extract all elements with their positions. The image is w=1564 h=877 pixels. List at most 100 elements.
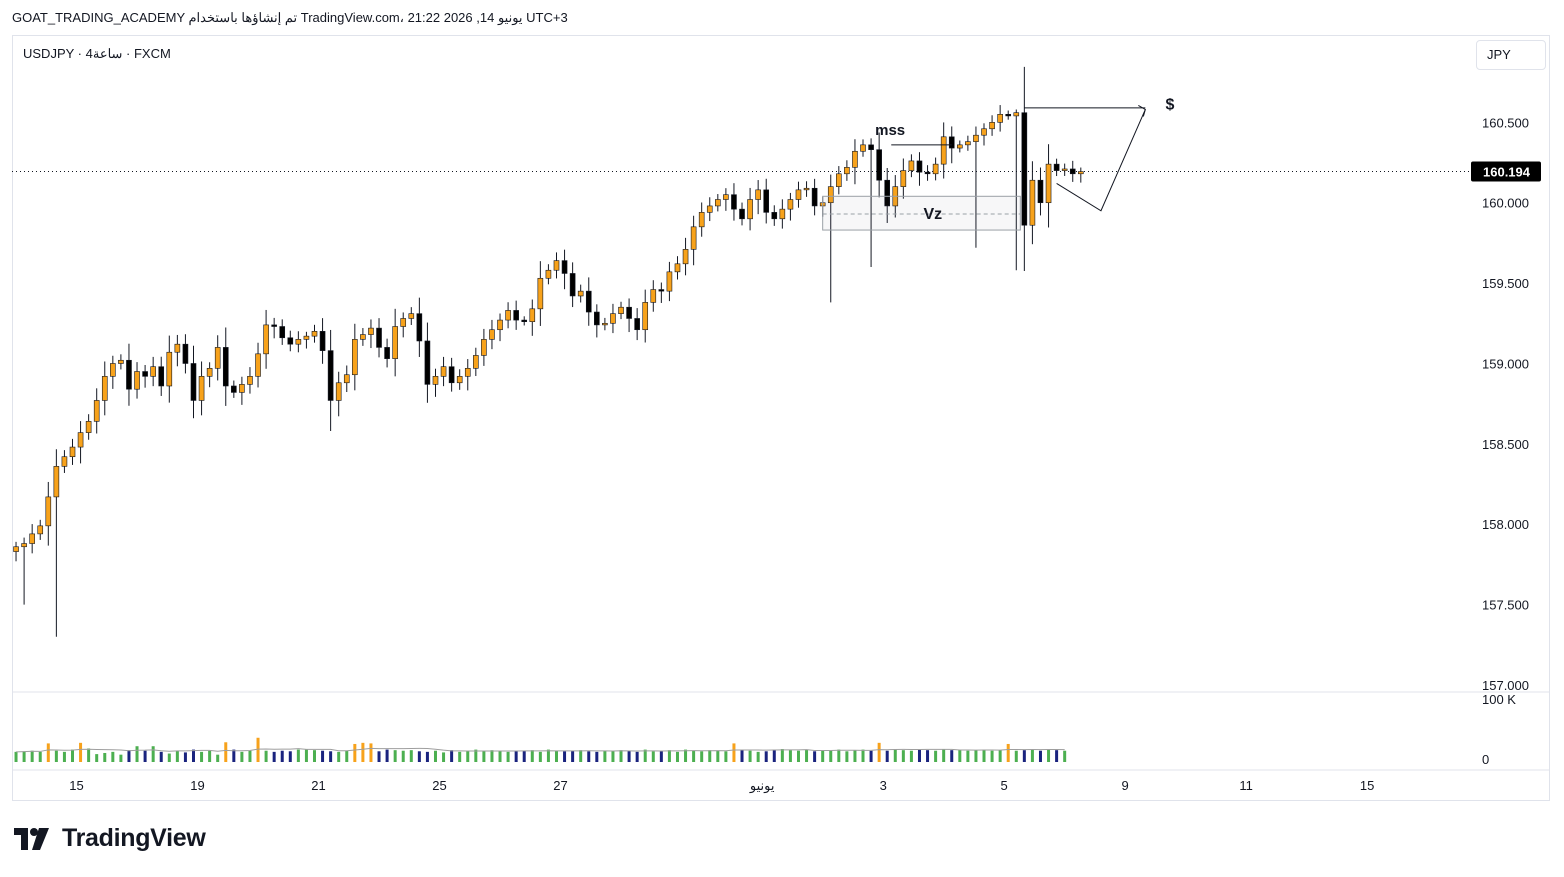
volume-bar xyxy=(909,750,913,762)
volume-bar xyxy=(417,751,421,762)
tradingview-logo-text: TradingView xyxy=(62,824,206,852)
volume-bar xyxy=(248,750,252,762)
candle-body xyxy=(231,385,237,393)
projection-path[interactable] xyxy=(1056,109,1146,212)
volume-bar xyxy=(563,751,567,762)
candle-body xyxy=(924,171,931,175)
candle-body xyxy=(352,339,358,376)
volume-bar xyxy=(425,751,429,762)
volume-bar xyxy=(345,750,349,762)
volume-axis-bottom-label: 0 xyxy=(1482,752,1489,767)
time-tick-label: 11 xyxy=(1239,778,1253,793)
time-axis[interactable]: 15 19 21 25 27 يونيو 3 5 9 11 15 xyxy=(69,778,1374,794)
volume-bar xyxy=(1030,749,1034,762)
candle-body xyxy=(626,306,632,319)
candle-body xyxy=(319,331,326,351)
price-tick-label: 160.500 xyxy=(1482,115,1529,130)
candle-body xyxy=(376,327,382,348)
candle-body xyxy=(755,189,761,200)
volume-bar xyxy=(901,750,905,762)
candle-body xyxy=(489,329,495,340)
volume-bar xyxy=(474,749,478,762)
candle-body xyxy=(118,359,124,364)
volume-bar xyxy=(934,750,938,762)
candle-body xyxy=(844,167,850,175)
candle-body xyxy=(1045,163,1052,204)
candle-body xyxy=(440,366,447,377)
volume-bar xyxy=(1063,750,1067,762)
candle-body xyxy=(497,319,503,331)
volume-bar xyxy=(579,750,583,762)
volume-bar xyxy=(1014,750,1018,762)
volume-bar xyxy=(780,749,784,762)
candle-body xyxy=(594,311,600,326)
tradingview-logo-icon xyxy=(14,827,49,850)
volume-bar xyxy=(151,746,155,762)
candle-body xyxy=(997,114,1003,123)
volume-bar xyxy=(361,742,365,762)
vz-zone-box[interactable] xyxy=(822,195,1021,231)
candle-body xyxy=(553,260,560,271)
volume-bar xyxy=(329,751,333,762)
candle-body xyxy=(303,335,310,340)
candle-body xyxy=(1069,168,1076,175)
candle-body xyxy=(989,122,995,130)
candle-body xyxy=(666,271,673,292)
currency-button[interactable]: JPY xyxy=(1476,40,1546,70)
candle-body xyxy=(1061,168,1068,171)
candle-body xyxy=(21,543,27,548)
volume-bar xyxy=(877,742,881,762)
volume-axis-top-label: 100 K xyxy=(1482,692,1516,707)
volume-bar xyxy=(635,751,639,762)
candle-body xyxy=(577,290,584,297)
price-axis[interactable]: 160.500 160.000 159.500 159.000 158.500 158.0… xyxy=(1482,115,1529,693)
candle-body xyxy=(932,163,939,175)
price-tick-label: 158.000 xyxy=(1482,517,1529,532)
candle-body xyxy=(456,376,463,384)
candle-body xyxy=(747,199,753,220)
volume-bar xyxy=(103,752,107,762)
volume-bar xyxy=(724,751,728,762)
volume-bar xyxy=(716,750,720,762)
volume-bar xyxy=(675,751,679,762)
candle-body xyxy=(158,366,165,387)
volume-bar xyxy=(312,750,316,762)
volume-bar xyxy=(788,750,792,762)
candle-body xyxy=(45,496,52,527)
volume-bar xyxy=(982,749,986,762)
volume-bar xyxy=(998,750,1002,762)
candle-body xyxy=(101,376,108,401)
volume-bar xyxy=(70,749,74,762)
volume-bar xyxy=(538,751,542,762)
volume-bar xyxy=(337,751,341,762)
symbol-info[interactable]: USDJPY · 4ساعة · FXCM xyxy=(23,46,171,61)
volume-bar xyxy=(821,750,825,762)
candle-body xyxy=(416,313,423,342)
candle-body xyxy=(981,128,987,136)
candle-body xyxy=(690,226,697,250)
candle-body xyxy=(279,326,286,339)
candle-body xyxy=(521,319,528,322)
volume-bar xyxy=(756,751,760,762)
volume-bar xyxy=(1006,743,1010,762)
candle-body xyxy=(908,160,915,171)
candle-body xyxy=(779,208,786,220)
candle-body xyxy=(529,308,536,322)
volume-bar xyxy=(667,750,671,762)
volume-bar xyxy=(917,749,921,762)
volume-bar xyxy=(603,750,607,762)
time-tick-label: 15 xyxy=(69,778,83,793)
candle-body xyxy=(263,324,269,355)
time-tick-label: يونيو xyxy=(749,778,775,794)
candle-body xyxy=(182,343,189,364)
chart-drawings[interactable]: mss Vz $ xyxy=(822,96,1175,231)
time-tick-label: 19 xyxy=(190,778,204,793)
candle-body xyxy=(1013,112,1020,117)
volume-bar xyxy=(522,750,526,762)
candle-body xyxy=(561,260,568,274)
last-price-value: 160.194 xyxy=(1483,165,1531,180)
candle-body xyxy=(505,310,511,321)
tradingview-logo[interactable]: TradingView xyxy=(14,824,206,853)
candle-body xyxy=(126,359,132,390)
